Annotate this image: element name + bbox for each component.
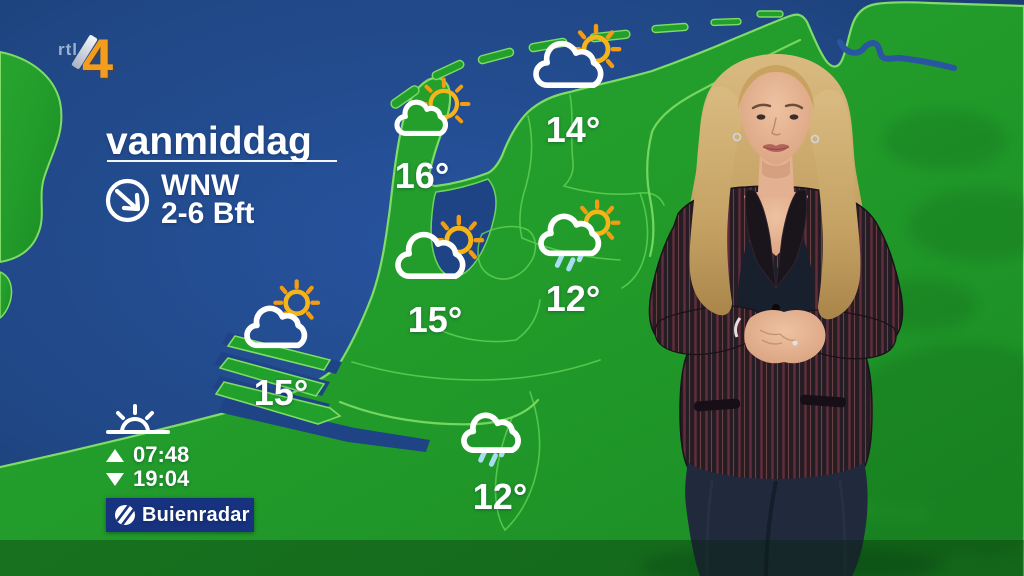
rtl4-logo: rtl 4 bbox=[58, 27, 148, 90]
temperature-center: 15° bbox=[407, 299, 463, 340]
wind-direction-icon bbox=[105, 178, 150, 222]
finger-lines bbox=[759, 329, 797, 345]
wind-info: WNW 2-6 Bft bbox=[104, 169, 255, 230]
rtl-logo-number: 4 bbox=[82, 27, 114, 90]
rtl-logo-text: rtl bbox=[58, 40, 78, 59]
partly-cloudy-icon-southwest bbox=[247, 279, 321, 345]
forecast-title: vanmiddag bbox=[106, 120, 312, 163]
title-underline bbox=[107, 160, 337, 162]
blazer-lapel bbox=[775, 189, 807, 290]
cloud-rain-icon-south bbox=[464, 415, 518, 467]
wind-force-label: 2-6 Bft bbox=[161, 197, 255, 230]
temperature-north: 14° bbox=[545, 109, 601, 150]
sunrise-arrow-icon bbox=[106, 448, 124, 462]
bracelet bbox=[734, 317, 742, 338]
presenter-jeans bbox=[685, 462, 868, 576]
presenter-fringe bbox=[738, 65, 814, 110]
presenter-face bbox=[740, 69, 812, 165]
presenter-face-features bbox=[751, 103, 804, 152]
earring bbox=[732, 132, 742, 142]
presenter-hands bbox=[744, 310, 826, 364]
wind-direction-label: WNW bbox=[161, 169, 240, 202]
temperature-northwest: 16° bbox=[394, 155, 450, 196]
blazer-pocket bbox=[799, 394, 847, 408]
temperature-southwest: 15° bbox=[253, 372, 309, 413]
buienradar-badge: Buienradar bbox=[106, 498, 254, 532]
buienradar-logo-icon bbox=[115, 505, 135, 525]
presenter-hair-right bbox=[808, 90, 861, 320]
partly-cloudy-icon-north bbox=[536, 23, 622, 85]
england-coast bbox=[0, 50, 63, 319]
neck-shadow bbox=[762, 160, 790, 179]
presenter-hair-left bbox=[689, 86, 742, 316]
partly-cloudy-icon-center bbox=[398, 214, 485, 276]
sunset-time: 19:04 bbox=[133, 466, 190, 491]
sunset-arrow-icon bbox=[106, 472, 124, 486]
sun-cloud-rain-icon-east bbox=[541, 199, 621, 272]
buienradar-label: Buienradar bbox=[142, 503, 250, 526]
blazer-button bbox=[772, 304, 780, 312]
earring bbox=[810, 134, 820, 144]
jeans-seam bbox=[764, 480, 778, 576]
jeans-highlight bbox=[705, 479, 714, 576]
blazer-pocket bbox=[693, 398, 741, 412]
bottom-vignette bbox=[0, 540, 1024, 576]
ring bbox=[792, 340, 798, 346]
ems-river bbox=[837, 39, 957, 71]
sunrise-icon bbox=[106, 404, 170, 434]
temperature-south: 12° bbox=[472, 476, 528, 517]
sunny-with-cloud-icon-northwest bbox=[397, 77, 471, 133]
presenter bbox=[640, 54, 940, 576]
jeans-highlight bbox=[838, 479, 847, 576]
sunrise-time: 07:48 bbox=[133, 442, 190, 467]
temperature-east: 12° bbox=[545, 278, 601, 319]
